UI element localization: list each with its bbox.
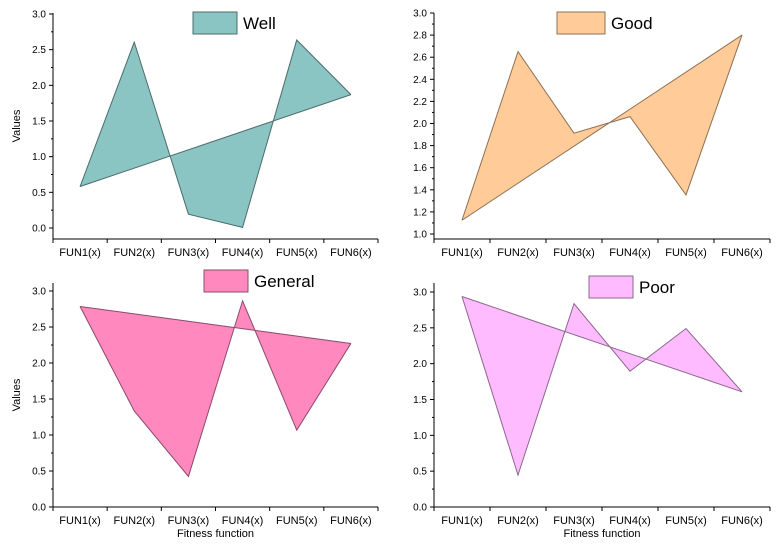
x-tick-label: FUN2(x) (497, 515, 539, 527)
legend-swatch (203, 269, 249, 293)
y-tick-label: 0.5 (32, 188, 46, 199)
x-tick-label: FUN4(x) (222, 247, 264, 259)
x-tick-label: FUN3(x) (168, 247, 210, 259)
x-tick-label: FUN6(x) (330, 247, 372, 259)
x-tick-label: FUN5(x) (665, 247, 707, 259)
x-tick-label: FUN1(x) (441, 247, 483, 259)
y-tick-label: 2.0 (413, 359, 427, 370)
x-axis-title: Fitness function (563, 528, 640, 540)
y-tick-label: 2.5 (413, 323, 427, 334)
y-tick-label: 1.0 (413, 431, 427, 442)
legend: General (203, 269, 314, 293)
legend-label: Well (243, 14, 276, 33)
y-tick-label: 1.8 (413, 141, 427, 152)
area-segment (133, 313, 189, 478)
y-tick-label: 1.5 (32, 117, 46, 128)
series-line (461, 34, 743, 221)
y-tick-label: 1.2 (413, 207, 427, 218)
y-tick-label: 2.5 (32, 45, 46, 56)
y-tick-label: 1.5 (32, 395, 46, 406)
legend-swatch (588, 275, 634, 299)
y-axis-title: Values (11, 109, 23, 142)
area-segment (133, 42, 171, 169)
x-tick-label: FUN3(x) (553, 515, 595, 527)
x-tick-label: FUN4(x) (609, 515, 651, 527)
y-tick-label: 1.5 (413, 395, 427, 406)
y-tick-label: 1.0 (32, 431, 46, 442)
chart-panel-poor: 0.0 0.5 1.0 1.5 2.0 2.5 3.0 FUN1(x) FUN2(x) FUN3(… (413, 275, 771, 540)
y-tick-label: 3.0 (413, 288, 427, 299)
area-segment (296, 335, 352, 432)
y-tick-label: 0.5 (413, 467, 427, 478)
y-tick-label: 1.0 (32, 152, 46, 163)
y-axis-title: Values (11, 378, 23, 411)
closing-line (79, 94, 352, 187)
x-tick-label: FUN5(x) (665, 515, 707, 527)
y-tick-label: 3.0 (413, 9, 427, 20)
x-tick-label: FUN6(x) (330, 515, 372, 527)
legend-swatch (192, 11, 238, 35)
x-tick-label: FUN1(x) (441, 515, 483, 527)
x-tick-label: FUN1(x) (59, 515, 101, 527)
x-tick-label: FUN2(x) (113, 515, 155, 527)
x-tick-label: FUN6(x) (721, 247, 763, 259)
x-tick-label: FUN5(x) (276, 247, 318, 259)
x-axis-title: Fitness function (177, 528, 254, 540)
closing-line (461, 296, 743, 393)
legend-label: General (254, 272, 314, 291)
x-tick-label: FUN6(x) (721, 515, 763, 527)
y-tick-label: 2.8 (413, 31, 427, 42)
x-tick-label: FUN5(x) (276, 515, 318, 527)
x-tick-label: FUN4(x) (609, 247, 651, 259)
y-tick-label: 0.0 (32, 503, 46, 514)
x-tick-label: FUN2(x) (497, 247, 539, 259)
y-tick-label: 2.6 (413, 53, 427, 64)
legend: Poor (588, 275, 675, 299)
area-segment (296, 39, 352, 114)
legend-swatch (556, 11, 606, 35)
y-tick-label: 3.0 (32, 287, 46, 298)
chart-panel-general: 0.0 0.5 1.0 1.5 2.0 2.5 3.0 FUN1(x) FUN2(x) FUN3(… (11, 269, 379, 540)
area-fill-group (79, 39, 352, 228)
y-tick-label: 1.0 (413, 230, 427, 241)
series-line (79, 299, 352, 478)
y-tick-label: 2.0 (413, 119, 427, 130)
y-tick-label: 1.6 (413, 163, 427, 174)
x-tick-label: FUN2(x) (113, 247, 155, 259)
legend: Well (192, 11, 276, 35)
legend-label: Good (611, 14, 653, 33)
y-tick-label: 2.0 (32, 81, 46, 92)
chart-panel-good: 1.0 1.2 1.4 1.6 1.8 2.0 2.2 2.4 2.6 2.8 3.0 FUN1(x)… (413, 9, 771, 259)
legend: Good (556, 11, 653, 35)
y-tick-label: 2.5 (32, 323, 46, 334)
y-tick-label: 3.0 (32, 10, 46, 21)
y-tick-label: 0.0 (413, 503, 427, 514)
y-tick-label: 0.0 (32, 224, 46, 235)
area-fill-group (461, 296, 743, 476)
area-segment (188, 130, 243, 228)
x-tick-label: FUN1(x) (59, 247, 101, 259)
x-tick-label: FUN3(x) (168, 515, 210, 527)
series-line (461, 296, 743, 477)
series-line (79, 39, 352, 228)
y-tick-label: 0.5 (32, 467, 46, 478)
legend-label: Poor (639, 278, 675, 297)
y-tick-label: 2.2 (413, 97, 427, 108)
x-tick-label: FUN3(x) (553, 247, 595, 259)
y-tick-label: 1.4 (413, 185, 427, 196)
closing-line (461, 34, 743, 221)
area-segment (517, 315, 566, 476)
y-tick-label: 2.0 (32, 359, 46, 370)
y-tick-label: 2.4 (413, 75, 427, 86)
x-tick-label: FUN4(x) (222, 515, 264, 527)
closing-line (80, 305, 351, 344)
chart-panel-well: 0.0 0.5 1.0 1.5 2.0 2.5 3.0 FUN1(x) FUN2(x) FUN3(… (11, 10, 379, 259)
area-segment (517, 50, 575, 184)
